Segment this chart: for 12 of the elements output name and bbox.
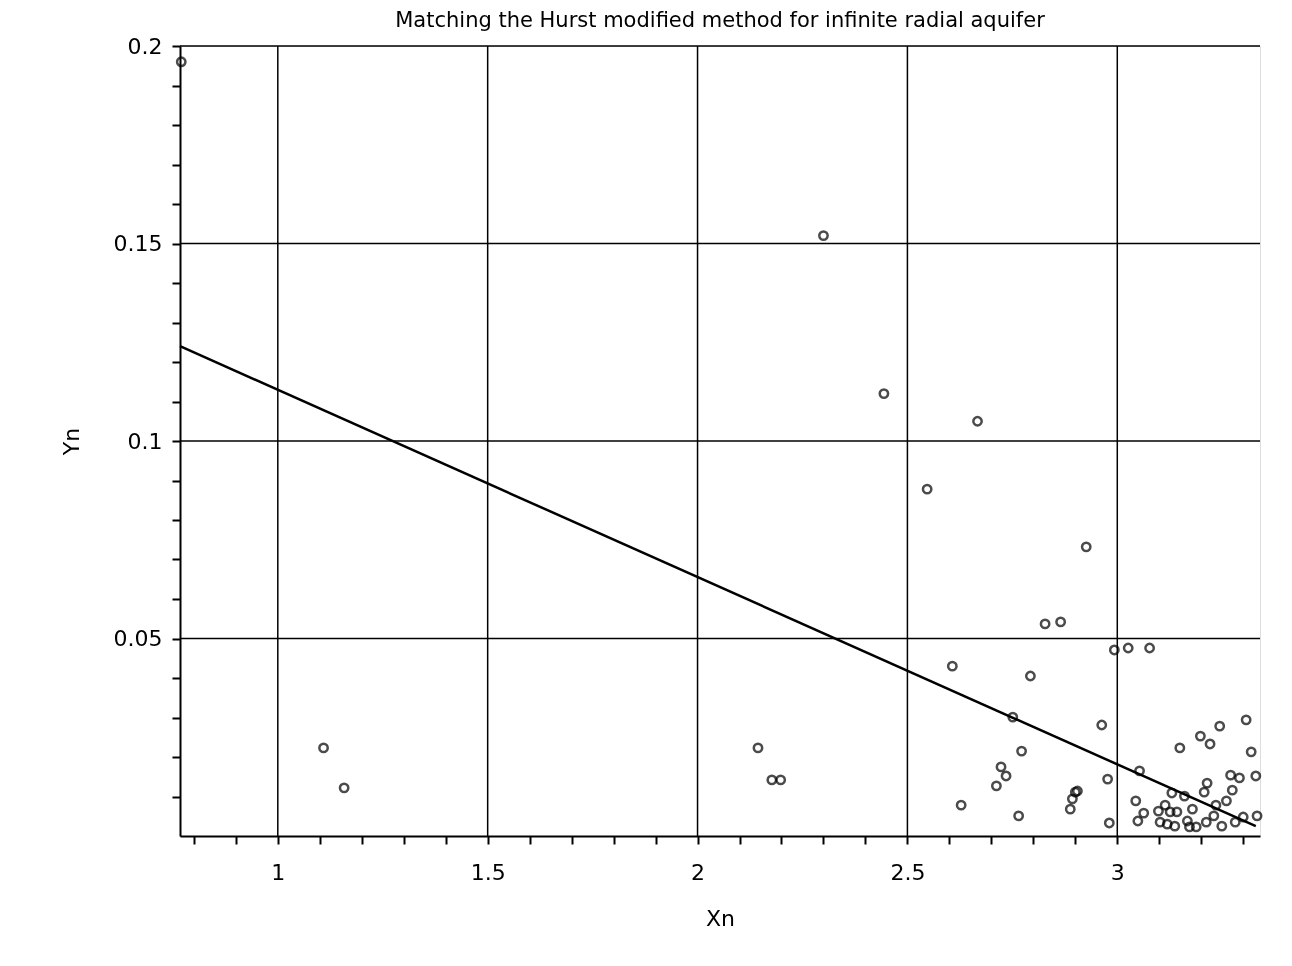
x-tick-label: 1.5 <box>470 859 506 885</box>
chart-title: Matching the Hurst modified method for infinite radial aquifer <box>395 8 1046 32</box>
y-axis-title: Yn <box>58 427 84 457</box>
y-tick-label: 0.05 <box>113 626 163 651</box>
y-tick-label: 0.15 <box>113 231 163 256</box>
y-tick-label: 0.2 <box>127 33 163 59</box>
x-tick-label: 2.5 <box>890 859 926 885</box>
x-axis-title: Xn <box>705 905 736 931</box>
x-tick-label: 2 <box>691 859 706 885</box>
y-tick-label: 0.1 <box>127 428 163 454</box>
x-tick-label: 3 <box>1110 859 1125 885</box>
x-tick-label: 1 <box>271 859 286 885</box>
